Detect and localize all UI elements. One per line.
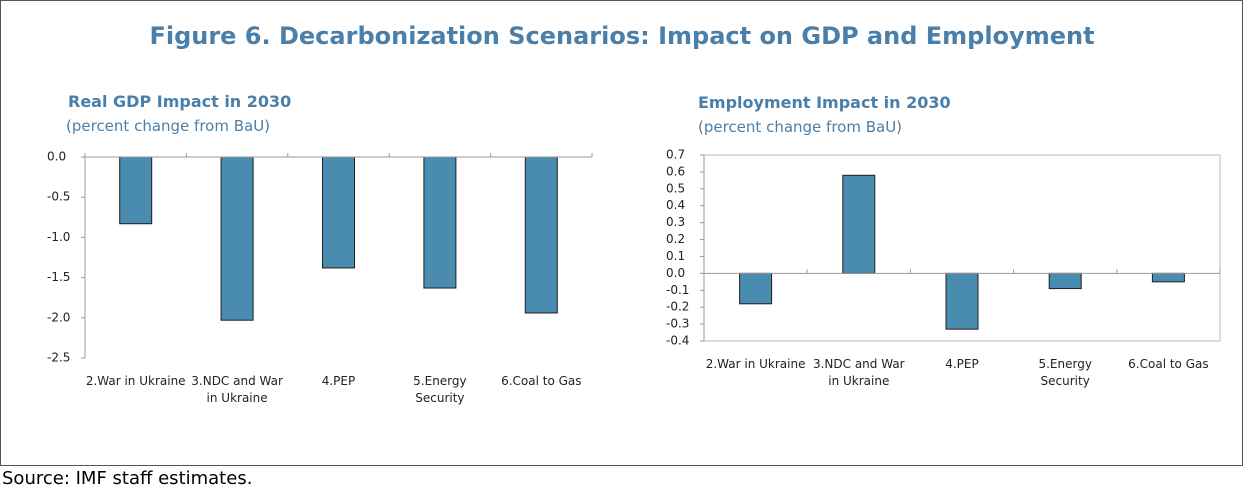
bar: [423, 156, 457, 289]
bar: [322, 156, 355, 269]
y-tick-label: -0.5: [47, 190, 70, 204]
x-tick-label: 5.Energy Security: [1038, 357, 1092, 388]
y-tick-label: 0.3: [666, 215, 685, 229]
chart-title: Real GDP Impact in 2030: [68, 92, 292, 111]
x-tick-label: 4.PEP: [945, 357, 979, 371]
y-tick-label: -0.1: [666, 283, 689, 297]
y-tick-label: 0.4: [666, 198, 685, 212]
figure-title: Figure 6. Decarbonization Scenarios: Imp…: [149, 22, 1095, 50]
y-tick-label: -0.2: [666, 300, 689, 314]
x-tick-label: 6.Coal to Gas: [1128, 357, 1209, 371]
y-tick-label: -1.5: [47, 270, 70, 284]
bar: [1048, 272, 1082, 290]
x-tick-label: 5.Energy Security: [413, 374, 467, 405]
y-tick-label: -1.0: [47, 230, 70, 244]
y-tick-label: 0.7: [666, 148, 685, 162]
source-note: Source: IMF staff estimates.: [2, 468, 253, 489]
bar: [119, 156, 153, 225]
y-tick-label: 0.2: [666, 232, 685, 246]
x-tick-label: 2.War in Ukraine: [705, 357, 806, 371]
y-tick-label: -2.5: [47, 351, 70, 365]
x-tick-label: 6.Coal to Gas: [501, 374, 582, 388]
chart-subtitle: (percent change from BaU): [66, 117, 271, 135]
y-tick-label: 0.0: [666, 266, 685, 280]
chart-title: Employment Impact in 2030: [698, 93, 951, 112]
bar: [945, 272, 979, 330]
bar: [524, 156, 558, 314]
y-tick-label: 0.1: [666, 249, 685, 263]
y-tick-label: 0.5: [666, 181, 685, 195]
frame: [0, 0, 1243, 466]
x-tick-label: 4.PEP: [321, 374, 356, 388]
x-tick-label: 3.NDC and War in Ukraine: [812, 357, 905, 388]
x-tick-label: 3.NDC and War in Ukraine: [191, 374, 283, 405]
y-tick-label: 0.0: [47, 150, 66, 164]
bar: [842, 174, 876, 274]
x-tick-label: 2.War in Ukraine: [85, 374, 186, 388]
y-tick-label: -0.3: [666, 317, 689, 331]
bar: [739, 272, 773, 305]
y-tick-label: -2.0: [47, 310, 70, 324]
y-tick-label: 0.6: [666, 164, 685, 178]
bar: [220, 156, 254, 321]
chart-subtitle: (percent change from BaU): [698, 118, 903, 136]
bar: [1151, 272, 1185, 283]
y-tick-label: -0.4: [666, 334, 689, 348]
